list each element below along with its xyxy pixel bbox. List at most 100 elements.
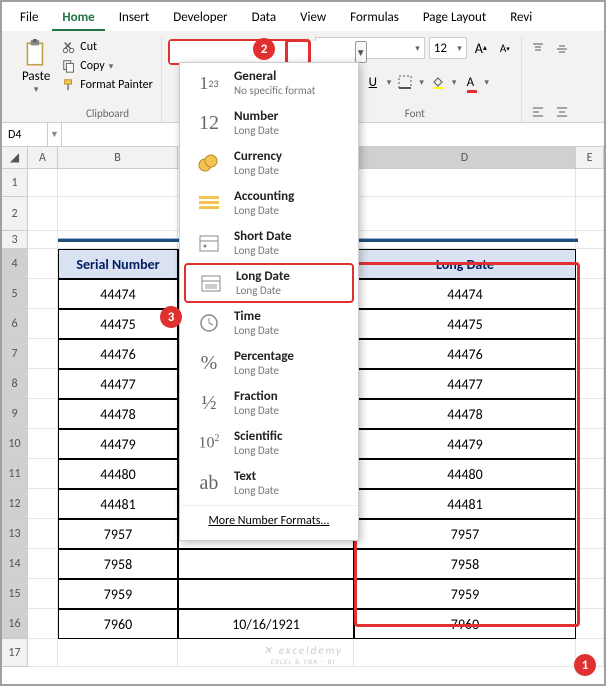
cell[interactable] [576, 549, 604, 579]
format-option-scientific[interactable]: 102ScientificLong Date [180, 423, 358, 463]
table-cell-serial[interactable]: 44477 [58, 369, 178, 399]
cell[interactable] [58, 197, 178, 231]
cell[interactable] [576, 231, 604, 249]
cut-button[interactable]: Cut [60, 39, 155, 55]
format-option-text[interactable]: abTextLong Date [180, 463, 358, 503]
cell[interactable] [576, 369, 604, 399]
format-option-number[interactable]: 12NumberLong Date [180, 103, 358, 143]
table-cell-serial[interactable]: 7960 [58, 609, 178, 639]
row-header[interactable]: 16 [2, 609, 28, 639]
row-header[interactable]: 12 [2, 489, 28, 519]
cell[interactable] [28, 489, 58, 519]
table-cell-serial[interactable]: 44479 [58, 429, 178, 459]
format-option-accounting[interactable]: AccountingLong Date [180, 183, 358, 223]
table-cell-longdate[interactable]: 44476 [354, 339, 576, 369]
tab-file[interactable]: File [10, 6, 48, 31]
tab-home[interactable]: Home [52, 6, 104, 31]
cell[interactable] [576, 459, 604, 489]
row-header[interactable]: 14 [2, 549, 28, 579]
row-header[interactable]: 2 [2, 197, 28, 231]
name-box[interactable]: D4 [2, 123, 48, 146]
cell[interactable] [28, 579, 58, 609]
row-header[interactable]: 10 [2, 429, 28, 459]
cell[interactable] [576, 489, 604, 519]
font-color-button[interactable]: A [460, 72, 480, 92]
cell[interactable] [28, 459, 58, 489]
table-cell-longdate[interactable]: 7957 [354, 519, 576, 549]
row-header[interactable]: 13 [2, 519, 28, 549]
cell[interactable] [28, 549, 58, 579]
align-center-button[interactable] [552, 102, 572, 122]
row-header[interactable]: 1 [2, 169, 28, 197]
cell[interactable] [28, 369, 58, 399]
row-header[interactable]: 17 [2, 639, 28, 667]
format-painter-button[interactable]: Format Painter [60, 77, 155, 93]
table-cell-serial[interactable]: 44478 [58, 399, 178, 429]
cell[interactable] [28, 231, 58, 249]
copy-button[interactable]: Copy ▾ [60, 58, 155, 74]
format-option-general[interactable]: 123GeneralNo specific format [180, 63, 358, 103]
table-cell-longdate[interactable]: 44475 [354, 309, 576, 339]
align-left-button[interactable] [528, 102, 548, 122]
cell[interactable] [576, 519, 604, 549]
cell[interactable] [354, 169, 576, 197]
cell[interactable] [576, 609, 604, 639]
col-header-e[interactable]: E [576, 147, 604, 168]
col-header-a[interactable]: A [28, 147, 58, 168]
table-cell-longdate[interactable]: 44480 [354, 459, 576, 489]
table-cell-longdate[interactable]: 7960 [354, 609, 576, 639]
table-cell-c[interactable]: 10/16/1921 [178, 609, 354, 639]
border-button[interactable] [395, 72, 415, 92]
row-header[interactable]: 4 [2, 249, 28, 279]
align-top-button[interactable] [528, 39, 548, 59]
cell[interactable] [58, 169, 178, 197]
row-header[interactable]: 5 [2, 279, 28, 309]
row-header[interactable]: 8 [2, 369, 28, 399]
table-cell-longdate[interactable]: 44478 [354, 399, 576, 429]
cell[interactable] [576, 169, 604, 197]
tab-view[interactable]: View [290, 6, 336, 31]
cell[interactable] [576, 339, 604, 369]
cell[interactable] [354, 197, 576, 231]
cell[interactable] [576, 309, 604, 339]
table-cell-serial[interactable]: 44474 [58, 279, 178, 309]
number-format-arrow[interactable]: ▼ [355, 41, 367, 63]
table-cell-c[interactable] [178, 579, 354, 609]
table-cell-serial[interactable]: 7958 [58, 549, 178, 579]
table-cell-serial[interactable]: 7957 [58, 519, 178, 549]
cell[interactable] [28, 609, 58, 639]
tab-insert[interactable]: Insert [109, 6, 160, 31]
format-option-short-date[interactable]: Short DateLong Date [180, 223, 358, 263]
cell[interactable] [576, 279, 604, 309]
table-cell-longdate[interactable]: 7958 [354, 549, 576, 579]
cell[interactable] [576, 429, 604, 459]
cell[interactable] [28, 339, 58, 369]
cell[interactable] [576, 197, 604, 231]
format-option-time[interactable]: TimeLong Date [180, 303, 358, 343]
fill-color-button[interactable] [428, 72, 448, 92]
table-cell-longdate[interactable]: 44481 [354, 489, 576, 519]
cell[interactable] [28, 519, 58, 549]
table-header-serial[interactable]: Serial Number [58, 249, 178, 279]
name-box-arrow[interactable]: ▼ [48, 123, 62, 146]
table-header-longdate[interactable]: Long Date [354, 249, 576, 279]
table-cell-serial[interactable]: 44480 [58, 459, 178, 489]
more-number-formats[interactable]: More Number Formats... [180, 505, 358, 536]
cell[interactable] [28, 309, 58, 339]
grow-font-button[interactable]: A▴ [471, 38, 491, 58]
tab-developer[interactable]: Developer [163, 6, 237, 31]
paste-button[interactable]: Paste ▾ [16, 37, 56, 122]
table-cell-longdate[interactable]: 44474 [354, 279, 576, 309]
tab-data[interactable]: Data [242, 6, 287, 31]
underline-button[interactable]: U [363, 72, 383, 92]
row-header[interactable]: 3 [2, 231, 28, 249]
row-header[interactable]: 9 [2, 399, 28, 429]
format-option-currency[interactable]: CurrencyLong Date [180, 143, 358, 183]
table-cell-serial[interactable]: 44481 [58, 489, 178, 519]
align-middle-button[interactable] [552, 39, 572, 59]
format-option-percentage[interactable]: %PercentageLong Date [180, 343, 358, 383]
table-cell-longdate[interactable]: 44477 [354, 369, 576, 399]
table-cell-longdate[interactable]: 44479 [354, 429, 576, 459]
cell[interactable] [576, 579, 604, 609]
row-header[interactable]: 7 [2, 339, 28, 369]
